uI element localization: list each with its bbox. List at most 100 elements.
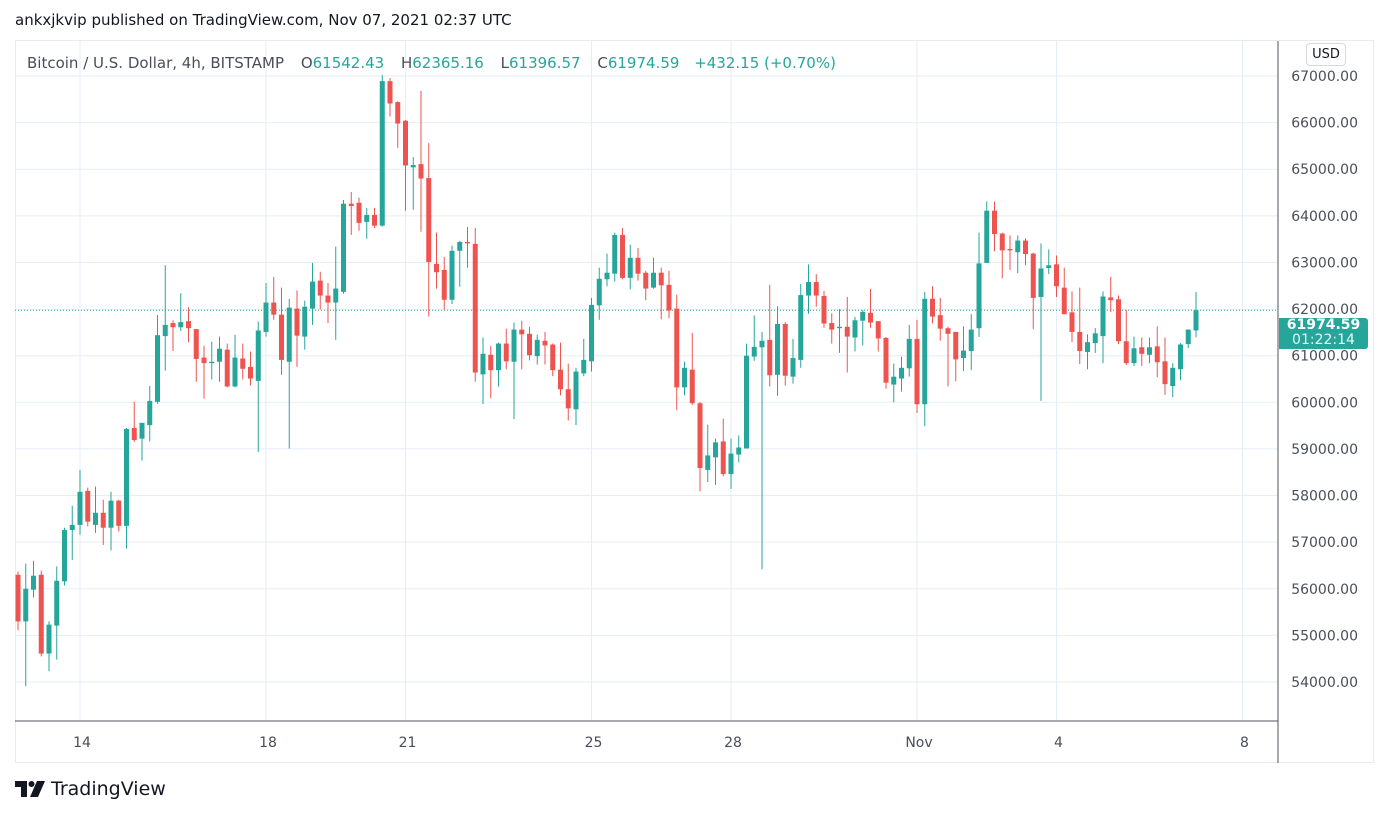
candle-body [62, 530, 67, 582]
candle-up [217, 336, 222, 382]
candle-body [689, 369, 695, 404]
candle-body [511, 329, 517, 362]
candle-up [736, 435, 742, 463]
axes: 54000.00 55000.00 56000.00 57000.00 58000.00… [15, 41, 1358, 763]
candle-body [178, 322, 184, 328]
candle-body [883, 337, 889, 383]
candle-body [604, 272, 610, 280]
y-tick-label: 55000.00 [1291, 628, 1358, 644]
candle-body [984, 210, 990, 263]
candle-down [201, 345, 207, 399]
candle-body [217, 348, 222, 362]
candle-body [1147, 347, 1152, 355]
candle-down [1108, 276, 1114, 312]
candle-up [1092, 328, 1098, 353]
candle-down [1030, 252, 1036, 330]
candle-up [751, 315, 757, 361]
candle-down [426, 143, 432, 317]
candle-up [759, 331, 765, 570]
candle-down [527, 326, 532, 361]
candle-down [558, 342, 563, 396]
candle-body [782, 323, 788, 376]
candle-down [294, 290, 300, 367]
candle-up [534, 334, 540, 365]
candle-up [139, 422, 145, 461]
candle-up [728, 438, 734, 490]
candle-up [604, 253, 610, 287]
candle-body [1038, 268, 1044, 297]
candle-body [682, 367, 687, 388]
candle-body [232, 357, 238, 387]
candle-body [697, 403, 703, 469]
candle-body [286, 307, 292, 362]
tradingview-logo[interactable]: TradingView [15, 778, 166, 800]
open-value: 61542.43 [312, 54, 385, 72]
candle-down [550, 343, 556, 377]
close-label: C [597, 54, 608, 72]
x-tick-label: 25 [585, 735, 603, 751]
candle-body [612, 234, 618, 274]
candle-down [666, 270, 672, 319]
x-tick-label: 8 [1240, 735, 1249, 751]
candle-up [302, 300, 308, 350]
candle-down [945, 326, 951, 387]
candle-body [573, 371, 579, 410]
bar-countdown: 01:22:14 [1292, 332, 1355, 348]
candle-body [589, 304, 594, 362]
candle-up [744, 343, 749, 449]
candle-down [953, 331, 959, 382]
candle-up [379, 75, 385, 227]
candle-body [155, 335, 160, 402]
candle-down [248, 351, 253, 386]
candle-up [775, 306, 780, 396]
candle-body [139, 422, 145, 439]
candle-body [581, 359, 587, 374]
candle-body [1123, 341, 1129, 364]
candle-up [1038, 243, 1044, 401]
candle-down [418, 90, 424, 232]
candle-down [387, 77, 393, 117]
y-tick-label: 61000.00 [1291, 349, 1358, 365]
candle-down [38, 570, 44, 657]
candle-down [914, 319, 920, 414]
candle-body [1077, 331, 1083, 352]
x-tick-label: 14 [73, 735, 91, 751]
candle-body [1092, 333, 1098, 344]
candle-down [620, 227, 625, 280]
y-tick-label: 57000.00 [1291, 535, 1358, 551]
candle-up [627, 244, 633, 290]
candle-body [186, 321, 191, 329]
candle-up [1147, 337, 1152, 364]
candle-body [767, 339, 773, 376]
candle-up [77, 469, 83, 535]
candle-down [658, 267, 664, 320]
change-value: +432.15 (+0.70%) [694, 54, 836, 72]
candle-body [674, 308, 680, 388]
candle-up [852, 317, 858, 352]
candle-body [410, 165, 416, 168]
candle-up [209, 341, 215, 380]
candle-body [1085, 342, 1090, 352]
candle-down [85, 487, 91, 527]
candle-body [1015, 240, 1021, 253]
candle-down [992, 201, 997, 252]
candle-up [341, 199, 346, 294]
candle-body [333, 288, 339, 303]
candle-up [480, 337, 486, 405]
candle-body [596, 278, 602, 306]
candle-body [1023, 240, 1028, 255]
candle-body [387, 81, 393, 104]
candle-body [503, 343, 509, 362]
candle-body [457, 241, 463, 251]
candle-body [534, 339, 540, 357]
currency-badge[interactable]: USD [1306, 43, 1346, 66]
candle-body [837, 326, 842, 329]
candle-body [868, 312, 873, 323]
candle-up [162, 265, 168, 371]
candle-up [976, 232, 982, 338]
candle-body [263, 302, 269, 332]
y-tick-label: 60000.00 [1291, 395, 1358, 411]
candle-body [248, 366, 253, 379]
candle-down [821, 290, 827, 328]
